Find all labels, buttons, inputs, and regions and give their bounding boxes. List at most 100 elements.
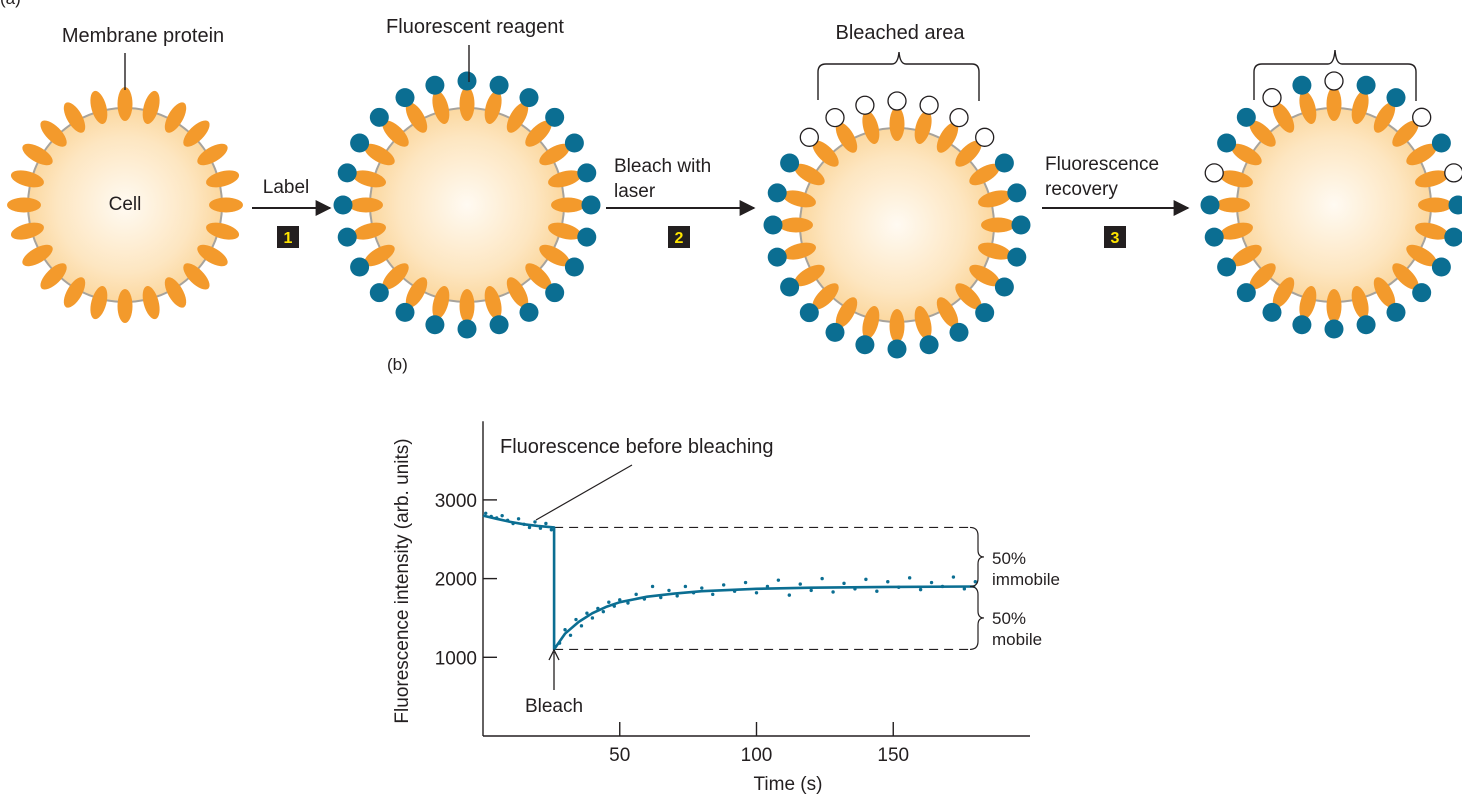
membrane-protein [1406,244,1437,267]
membrane-protein [1272,277,1295,308]
annotation-bleach-arrowhead [548,648,560,661]
membrane-protein [40,263,67,290]
y-axis-label: Fluorescence intensity (arb. units) [392,438,413,723]
membrane-protein [459,289,475,323]
data-point [886,580,890,584]
membrane-protein [7,197,41,213]
membrane-protein [1326,87,1342,121]
data-point [585,611,589,615]
membrane-protein [782,190,816,208]
membrane-protein [364,143,395,166]
membrane-protein [539,244,570,267]
membrane-protein [525,263,552,290]
fluorescent-reagent [1236,283,1256,303]
membrane-protein [955,140,982,167]
fluorescent-reagent [1412,283,1432,303]
fluorescent-reagent [425,75,445,95]
membrane-protein [382,263,409,290]
membrane-protein [1406,143,1437,166]
membrane-protein [164,102,187,133]
annotation-before-pointer [535,464,633,521]
membrane-protein [835,122,858,153]
data-point [516,517,521,521]
membrane-protein [364,244,395,267]
immobile-brace [969,526,985,588]
data-point [527,525,532,530]
membrane-protein [506,277,529,308]
x-axis-label: Time (s) [754,774,823,795]
membrane-protein [1373,102,1396,133]
membrane-protein [142,90,160,124]
membrane-protein-label: Membrane protein [62,25,224,47]
data-point [574,617,578,622]
bleached-reagent [799,127,819,147]
membrane-protein [525,120,552,147]
mobile-brace [969,585,985,651]
data-point [973,580,977,584]
fluorescent-reagent [581,195,601,215]
membrane-protein [142,286,160,320]
fluorescent-reagent [457,319,477,339]
chart: Fluorescence intensity (arb. units) Time… [392,421,1060,795]
step-3-label-line-1: Fluorescence [1045,154,1159,175]
data-point [549,528,554,532]
membrane-protein [506,102,529,133]
membrane-protein [862,306,880,340]
membrane-protein [1326,289,1342,323]
data-point [607,600,611,604]
annotation-before-bleaching: Fluorescence before bleaching [500,436,774,458]
fluorescent-reagent [949,322,969,342]
fluorescent-reagent-label: Fluorescent reagent [386,16,564,38]
bleached-area-brace [817,51,980,101]
cell-label: Cell [109,194,142,215]
data-point [590,616,595,620]
membrane-protein [1249,120,1276,147]
fluorescent-reagent [763,215,783,235]
data-point [667,588,671,593]
bleached-reagent [975,127,995,147]
chart-fit-series [482,514,976,651]
membrane-protein [1216,197,1250,213]
fluorescent-reagent [994,153,1014,173]
fluorescent-reagent [564,257,584,277]
bleached-reagent [1204,163,1224,183]
membrane-protein [183,120,210,147]
membrane-protein [812,283,839,310]
data-point [907,576,912,580]
step-2-label-line-2: laser [614,181,656,202]
fluorescent-reagent [975,303,995,323]
bleached-reagent [1412,107,1432,127]
data-point [533,520,537,524]
mobile-percent: 50% [992,609,1026,628]
fluorescent-reagent [1444,227,1462,247]
membrane-protein [548,222,582,240]
x-tick-label: 100 [741,745,773,766]
membrane-protein [90,90,108,124]
fluorescent-reagent [1324,319,1344,339]
membrane-protein [782,242,816,260]
membrane-protein [1373,277,1396,308]
membrane-protein [969,163,1000,186]
membrane-protein [117,87,133,121]
membrane-protein [936,297,959,328]
membrane-protein [22,143,53,166]
data-point [929,580,934,585]
data-point [875,589,879,593]
membrane-protein [914,306,932,340]
step-1-label: Label [263,177,310,198]
panel-a-label: (a) [0,0,21,8]
fluorescent-reagent [767,183,787,203]
x-tick-label: 50 [609,745,630,766]
membrane-protein [1249,263,1276,290]
membrane-protein [117,289,133,323]
membrane-protein [548,170,582,188]
fluorescent-reagent [1386,88,1406,108]
data-point [675,594,679,598]
data-point [831,590,835,594]
panel-b-label: (b) [387,355,408,374]
membrane-protein [10,170,44,188]
fluorescent-reagent [1007,183,1027,203]
membrane-protein [90,286,108,320]
data-point [842,581,846,586]
